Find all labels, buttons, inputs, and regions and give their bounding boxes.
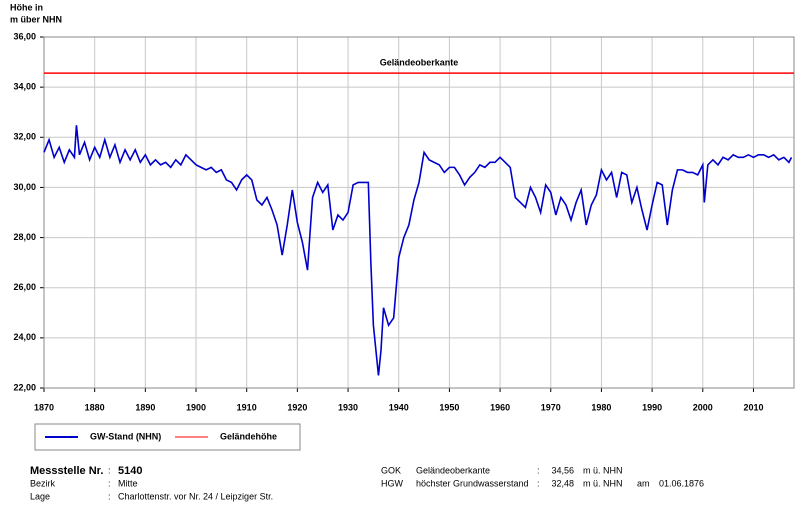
x-tick-label: 2010 (743, 402, 763, 412)
x-tick-label: 1990 (642, 402, 662, 412)
info-value: 5140 (118, 465, 142, 477)
y-tick-label: 32,00 (13, 132, 36, 142)
legend-box (34, 423, 301, 451)
series-line (43, 125, 793, 376)
x-tick-label: 2000 (693, 402, 713, 412)
x-tick-label: 1870 (34, 402, 54, 412)
legend-label: GW-Stand (NHN) (90, 431, 161, 441)
x-tick-label: 1920 (287, 402, 307, 412)
x-tick-label: 1950 (439, 402, 459, 412)
x-tick-label: 1890 (135, 402, 155, 412)
info-date-label: am (637, 478, 650, 488)
info-unit: m ü. NHN (583, 465, 623, 475)
legend-label: Geländehöhe (220, 431, 277, 441)
info-name: Geländeoberkante (416, 465, 490, 475)
y-tick-label: 28,00 (13, 232, 36, 242)
info-code: HGW (381, 478, 404, 488)
y-axis-label: Höhe in (10, 2, 43, 12)
plot-border (43, 36, 795, 389)
x-tick-label: 1980 (591, 402, 611, 412)
info-date: 01.06.1876 (659, 478, 704, 488)
info-sep: : (537, 478, 540, 488)
info-value: 34,56 (551, 465, 574, 475)
x-tick-label: 1970 (541, 402, 561, 412)
x-tick-label: 1940 (389, 402, 409, 412)
info-sep: : (108, 478, 111, 488)
y-tick-label: 24,00 (13, 332, 36, 342)
x-tick-label: 1910 (237, 402, 257, 412)
info-sep: : (537, 465, 540, 475)
y-axis-label: m über NHN (10, 14, 62, 24)
y-tick-label: 34,00 (13, 82, 36, 92)
y-tick-label: 36,00 (13, 31, 36, 41)
x-tick-label: 1900 (186, 402, 206, 412)
info-sep: : (108, 465, 111, 475)
y-tick-label: 22,00 (13, 382, 36, 392)
y-tick-label: 26,00 (13, 282, 36, 292)
info-name: höchster Grundwasserstand (416, 478, 529, 488)
info-value: 32,48 (551, 478, 574, 488)
x-tick-label: 1880 (85, 402, 105, 412)
y-tick-label: 30,00 (13, 182, 36, 192)
info-label: Bezirk (30, 478, 56, 488)
x-tick-label: 1960 (490, 402, 510, 412)
info-sep: : (108, 491, 111, 501)
info-value: Mitte (118, 478, 138, 488)
info-value: Charlottenstr. vor Nr. 24 / Leipziger St… (118, 491, 273, 501)
info-unit: m ü. NHN (583, 478, 623, 488)
reference-label: Geländeoberkante (380, 57, 459, 67)
info-label: Lage (30, 491, 50, 501)
x-tick-label: 1930 (338, 402, 358, 412)
info-code: GOK (381, 465, 401, 475)
info-label: Messstelle Nr. (30, 465, 103, 477)
